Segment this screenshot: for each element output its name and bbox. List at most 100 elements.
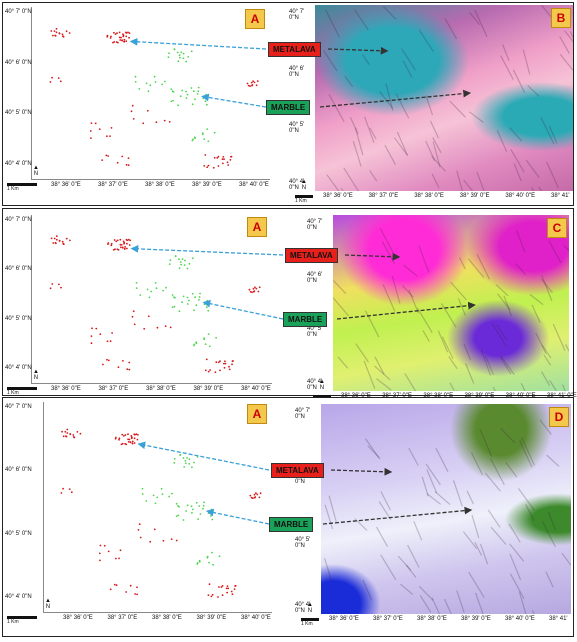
point-map xyxy=(31,215,272,384)
marble-point xyxy=(165,286,167,289)
latitude-label: 40° 6' 0"N xyxy=(5,59,32,66)
marble-point xyxy=(196,563,199,565)
marble-point xyxy=(168,52,170,55)
marble-point xyxy=(203,337,206,339)
metalava-point xyxy=(136,586,138,589)
metalava-point xyxy=(114,248,116,251)
metalava-point xyxy=(55,238,58,241)
metalava-point xyxy=(137,529,140,531)
metalava-label: METALAVA xyxy=(268,42,321,57)
metalava-point xyxy=(217,596,219,598)
metalava-point xyxy=(209,369,212,371)
latitude-label: 40° 7' 0"N xyxy=(5,217,32,223)
marble-point xyxy=(199,292,201,295)
latitude-label: 40° 6' 0"N xyxy=(5,467,32,474)
metalava-point xyxy=(116,248,119,251)
marble-point xyxy=(187,56,190,58)
marble-point xyxy=(135,287,138,289)
metalava-point xyxy=(95,327,98,330)
metalava-point xyxy=(138,523,141,526)
longitude-label: 38° 36' 0"E xyxy=(51,386,81,392)
longitude-label: 38° 37' 0"E xyxy=(382,393,412,399)
latitude-label: 40° 6' 0"N xyxy=(5,266,32,273)
arrow-overlay xyxy=(129,37,472,108)
metalava-point xyxy=(125,163,128,166)
longitude-label: 38° 40' 0"E xyxy=(505,393,536,399)
metalava-point xyxy=(90,342,93,345)
metalava-point xyxy=(123,248,126,250)
marble-point xyxy=(191,466,193,469)
marble-point xyxy=(181,258,184,260)
metalava-point xyxy=(175,539,178,542)
marble-point xyxy=(169,259,172,262)
longitude-label: 38° 40' 0"E xyxy=(505,193,536,199)
metalava-point xyxy=(207,164,210,167)
marble-point xyxy=(218,555,221,558)
marble-point xyxy=(178,54,181,57)
marble-point xyxy=(145,500,148,502)
metalava-point xyxy=(114,33,117,35)
marble-point xyxy=(171,90,174,93)
satellite-image xyxy=(315,5,573,191)
marble-point xyxy=(152,494,155,497)
marble-point xyxy=(206,128,209,130)
marble-point xyxy=(186,303,189,305)
metalava-point xyxy=(136,438,139,441)
north-arrow-icon: ▲ N xyxy=(45,598,51,610)
marble-point xyxy=(186,457,189,459)
metalava-point xyxy=(206,166,209,169)
metalava-point xyxy=(256,80,259,82)
marble-point xyxy=(182,457,185,459)
marble-point xyxy=(173,48,176,51)
marble-point xyxy=(194,98,196,101)
marble-point xyxy=(188,463,191,465)
metalava-point xyxy=(259,492,262,495)
metalava-point xyxy=(134,593,136,595)
metalava-point xyxy=(99,559,101,562)
metalava-point xyxy=(91,327,93,330)
metalava-point xyxy=(122,33,124,35)
latitude-label: 40° 5' 0"N xyxy=(5,315,32,322)
scale-label: 1 Km xyxy=(301,621,313,627)
latitude-label: 40° 5' 0"N xyxy=(307,325,323,338)
longitude-label: 38° 41' xyxy=(551,193,570,199)
metalava-point xyxy=(99,333,102,336)
metalava-point xyxy=(137,434,139,436)
latitude-label: 40° 6' 0"N xyxy=(289,65,305,78)
metalava-point xyxy=(116,161,119,164)
metalava-point xyxy=(128,361,131,364)
metalava-point xyxy=(147,315,150,318)
metalava-point xyxy=(227,587,230,590)
longitude-label: 38° 37' 0"E xyxy=(98,386,129,392)
metalava-point xyxy=(162,539,165,542)
marble-point xyxy=(146,288,149,291)
marble-point xyxy=(192,508,194,511)
metalava-point xyxy=(116,239,119,242)
marble-point xyxy=(188,458,191,461)
marble-point xyxy=(153,75,156,78)
panel-letter: B xyxy=(551,8,571,28)
marble-point xyxy=(184,460,187,462)
metalava-point xyxy=(204,154,207,156)
metalava-point xyxy=(130,110,133,113)
latitude-label: 40° 6' 0"N xyxy=(307,272,323,285)
arrow-overlay xyxy=(130,244,476,320)
marble-label: MARBLE xyxy=(269,517,314,532)
marble-point xyxy=(179,95,182,98)
metalava-point xyxy=(205,358,208,361)
metalava-point xyxy=(62,487,64,490)
metalava-point xyxy=(118,437,121,440)
metalava-point xyxy=(203,165,206,167)
metalava-point xyxy=(52,242,55,244)
metalava-label: METALAVA xyxy=(285,248,338,263)
metalava-point xyxy=(217,155,220,158)
metalava-point xyxy=(120,246,122,249)
metalava-point xyxy=(58,239,61,242)
scale-label: 1 Km xyxy=(295,198,307,204)
metalava-point xyxy=(247,84,250,87)
metalava-point xyxy=(69,433,72,435)
metalava-point xyxy=(164,325,167,327)
metalava-point xyxy=(253,81,256,84)
metalava-point xyxy=(133,442,136,444)
north-arrow-icon: ▲ N xyxy=(307,602,313,614)
